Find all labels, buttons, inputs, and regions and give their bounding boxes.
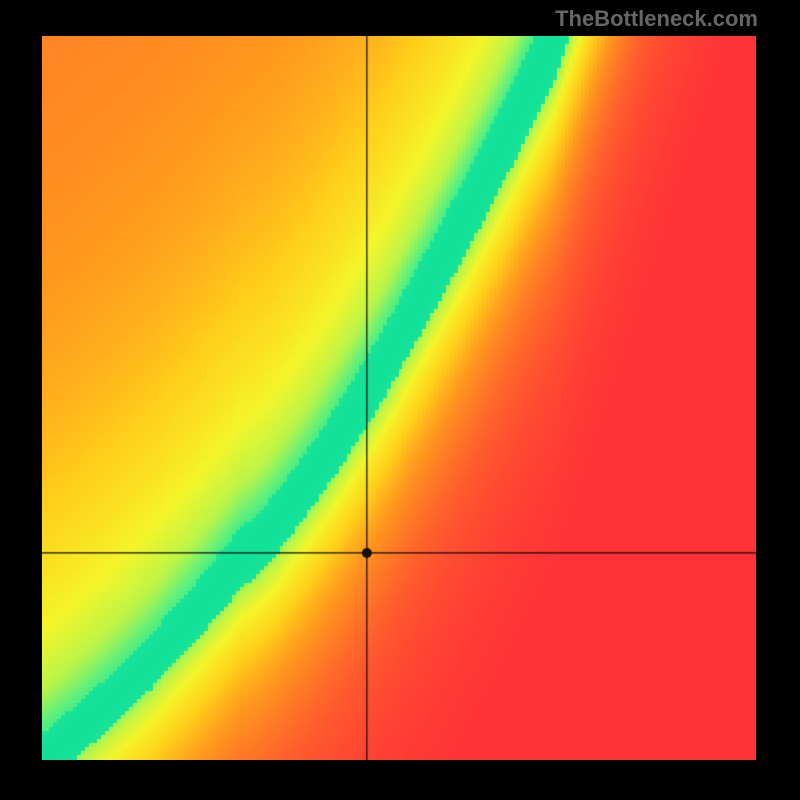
chart-container: { "watermark": "TheBottleneck.com", "cha… (0, 0, 800, 800)
bottleneck-heatmap (42, 36, 756, 760)
watermark-text: TheBottleneck.com (555, 6, 758, 32)
